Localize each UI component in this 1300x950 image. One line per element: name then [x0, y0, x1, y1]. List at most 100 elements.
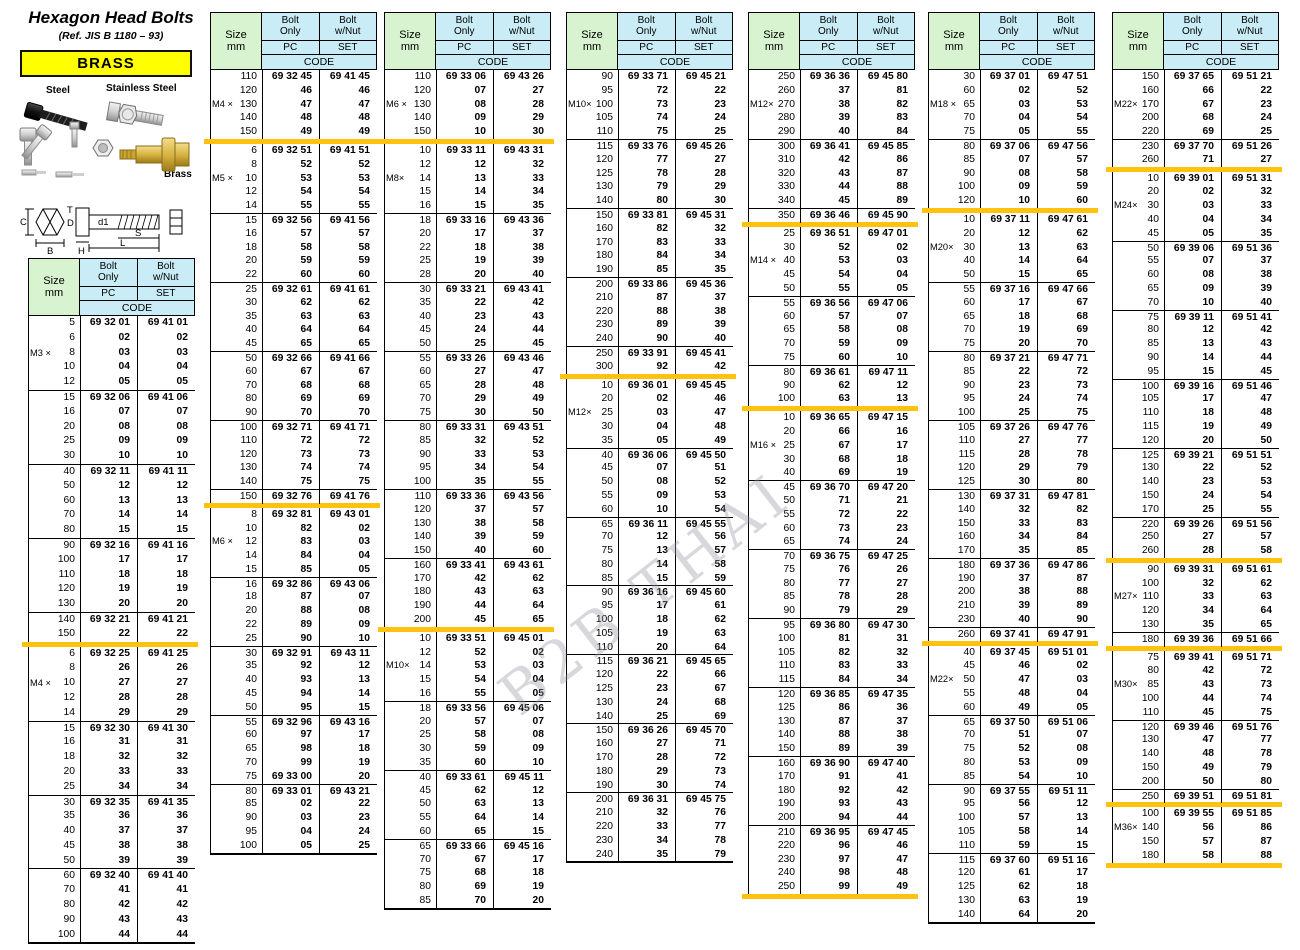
size-value: 300 [595, 360, 613, 372]
size-cell: 75 [749, 351, 800, 365]
size-value: 110 [1142, 706, 1159, 718]
pc-code: 05 [618, 433, 675, 448]
set-code: 79 [1221, 761, 1279, 775]
table-row: 160 69 33 41 69 43 61 [385, 557, 551, 573]
table-row: 75 30 50 [385, 406, 551, 420]
table-row: M10× 100 73 23 [567, 97, 733, 112]
size-value: 190 [957, 572, 975, 584]
table-row: 35 36 36 [29, 809, 195, 825]
pc-code: 33 [436, 447, 493, 462]
size-cell: 130 [385, 517, 436, 531]
pc-code: 19 [618, 626, 675, 641]
size-value: 5 [69, 317, 75, 328]
pc-code: 72 [800, 507, 857, 522]
table-row: 190 85 35 [567, 263, 733, 277]
table-row: 140 80 30 [567, 194, 733, 208]
size-value: 50 [601, 476, 613, 488]
pc-code: 49 [262, 125, 319, 139]
size-value: 100 [595, 98, 613, 110]
size-value: 50 [419, 338, 431, 350]
pc-code: 69 36 61 [800, 365, 857, 380]
size-cell: 150 [211, 125, 262, 139]
set-code: 69 41 11 [137, 464, 195, 480]
size-cell: 70 [385, 853, 436, 867]
size-group-label: M30× [1114, 679, 1138, 690]
size-value: 85 [1147, 338, 1159, 350]
size-value: 16 [419, 688, 431, 700]
table-row: 20 08 08 [29, 419, 195, 435]
set-code: 69 47 91 [1037, 627, 1095, 642]
pc-code: 69 36 46 [800, 208, 857, 223]
pc-code: 55 [262, 199, 319, 213]
size-cell: 125 [749, 701, 800, 715]
size-value: 80 [63, 524, 75, 536]
size-value: 10 [63, 361, 75, 373]
size-value: 120 [595, 153, 613, 165]
size-value: 25 [245, 283, 257, 295]
table-row: 35 05 49 [567, 433, 733, 448]
table-row: 260 28 58 [1113, 544, 1279, 558]
table-row: 160 69 36 90 69 47 40 [749, 756, 915, 771]
set-code: 66 [675, 668, 733, 683]
table-row: 170 35 85 [929, 544, 1095, 558]
table-row: 220 69 39 26 69 51 56 [1113, 516, 1279, 532]
pc-code: 47 [980, 673, 1037, 688]
size-cell: 100 [749, 392, 800, 406]
size-cell: 80 [385, 421, 436, 435]
size-value: 60 [419, 365, 431, 377]
size-value: 6 [69, 331, 75, 343]
size-value: 140 [1141, 476, 1159, 488]
set-code: 69 41 35 [137, 795, 195, 811]
pc-code: 35 [618, 847, 675, 862]
set-code: 73 [675, 764, 733, 779]
size-value: 10 [419, 632, 431, 644]
pc-code: 43 [1164, 678, 1221, 693]
size-value: 125 [595, 167, 613, 179]
pc-code: 62 [262, 295, 319, 310]
size-cell: 14 [29, 706, 80, 721]
pc-code: 40 [980, 613, 1037, 627]
set-code: 29 [493, 111, 551, 126]
size-cell: 160 [567, 737, 618, 751]
set-code: 64 [319, 323, 377, 338]
set-code: 34 [675, 249, 733, 264]
table-row: 80 12 42 [1113, 323, 1279, 338]
table-row: 25 69 32 61 69 41 61 [211, 281, 377, 297]
table-row: 45 38 38 [29, 838, 195, 854]
size-cell: 12 [211, 185, 262, 199]
table-row: 15 54 04 [385, 673, 551, 688]
table-row: M10× 14 53 03 [385, 659, 551, 674]
size-value: 140 [777, 729, 795, 741]
size-value: 25 [419, 255, 431, 267]
size-value: 115 [1142, 420, 1159, 432]
small-bolts-photo [19, 121, 114, 178]
table-row: 45 54 04 [749, 268, 915, 282]
size-cell: 110 [29, 568, 80, 583]
set-code: 72 [1221, 664, 1279, 679]
set-code: 78 [675, 833, 733, 848]
table-row: 12 05 05 [29, 375, 195, 390]
size-value: 90 [63, 539, 75, 551]
size-value: 75 [963, 126, 975, 138]
size-value: 45 [963, 660, 975, 672]
yellow-separator [378, 626, 554, 632]
size-value: 35 [419, 296, 431, 308]
table-row: 105 17 47 [1113, 392, 1279, 407]
size-cell: 50 [211, 352, 262, 366]
size-cell: M24× 30 [1113, 199, 1164, 213]
size-value: 170 [1141, 98, 1159, 110]
table-body: 110 69 32 45 69 41 45 120 46 46 M4 × 130 47 47 140… [204, 70, 380, 855]
table-row: 10 82 02 [211, 521, 377, 536]
table-row: 14 84 04 [211, 549, 377, 563]
pc-code: 07 [1164, 254, 1221, 269]
size-cell: 95 [567, 599, 618, 613]
table-row: 10 69 36 65 69 47 15 [749, 411, 915, 425]
table-row: M5 × 10 53 53 [211, 171, 377, 186]
size-cell: 140 [749, 728, 800, 742]
size-cell: 120 [385, 503, 436, 517]
table-row: 30 69 32 35 69 41 35 [29, 794, 195, 811]
size-value: 30 [1147, 200, 1159, 212]
set-code: 10 [493, 756, 551, 770]
size-cell: 5 [29, 316, 80, 331]
table-row: 150 69 33 81 69 45 31 [567, 207, 733, 223]
